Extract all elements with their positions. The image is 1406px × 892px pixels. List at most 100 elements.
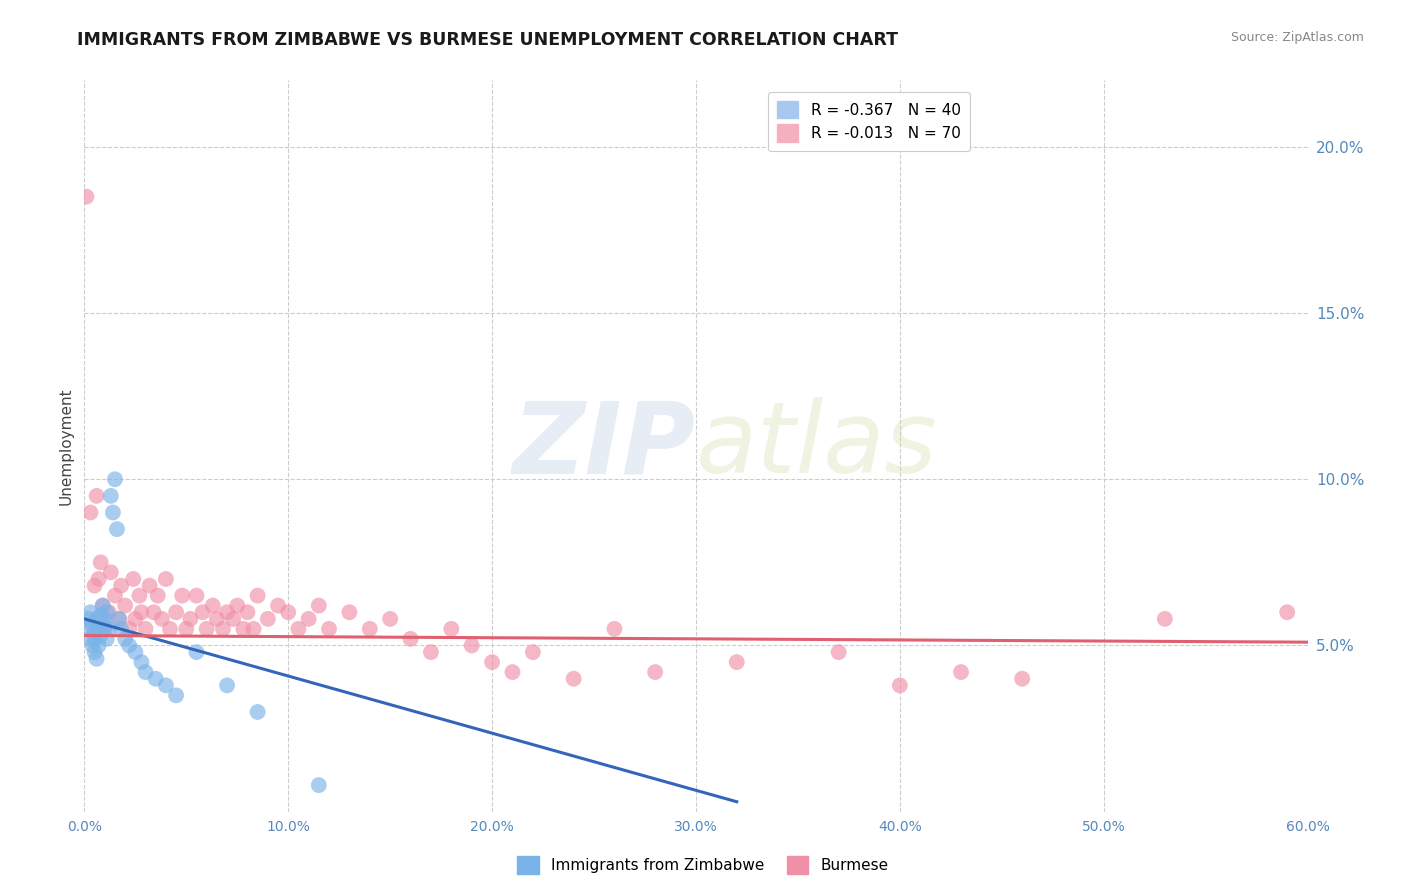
Point [236,605,259,619]
Point [79,605,101,619]
Point [131,655,153,669]
Point [201,599,224,613]
Point [226,599,249,613]
Point [339,605,361,619]
Y-axis label: Unemployment: Unemployment [58,387,73,505]
Point [114,599,136,613]
Point [246,589,269,603]
Point [267,599,290,613]
Point [257,612,280,626]
Point [100,566,122,580]
Point [205,612,228,626]
Point [212,622,235,636]
Point [277,605,299,619]
Point [195,622,218,636]
Point [950,665,973,679]
Legend: R = -0.367   N = 40, R = -0.013   N = 70: R = -0.367 N = 40, R = -0.013 N = 70 [768,92,970,152]
Point [96,605,118,619]
Point [90,628,112,642]
Point [86,652,108,666]
Point [1277,605,1299,619]
Point [122,572,145,586]
Point [217,678,239,692]
Point [165,689,187,703]
Point [91,599,114,613]
Point [91,622,114,636]
Point [90,608,112,623]
Point [131,605,153,619]
Point [142,605,165,619]
Point [87,572,110,586]
Point [308,599,330,613]
Point [82,639,104,653]
Text: atlas: atlas [696,398,938,494]
Point [179,612,201,626]
Point [77,612,100,626]
Point [90,555,112,569]
Point [87,639,110,653]
Point [1154,612,1177,626]
Text: ZIP: ZIP [513,398,696,494]
Point [75,189,97,203]
Point [146,589,169,603]
Point [318,622,340,636]
Point [86,612,108,626]
Point [155,678,177,692]
Text: IMMIGRANTS FROM ZIMBABWE VS BURMESE UNEMPLOYMENT CORRELATION CHART: IMMIGRANTS FROM ZIMBABWE VS BURMESE UNEM… [77,31,898,49]
Point [359,622,381,636]
Point [97,605,120,619]
Point [186,645,208,659]
Point [725,655,748,669]
Point [83,632,105,646]
Point [232,622,254,636]
Point [165,605,187,619]
Point [124,612,146,626]
Point [308,778,330,792]
Point [79,506,101,520]
Point [172,589,194,603]
Point [108,612,131,626]
Point [246,705,269,719]
Point [83,645,105,659]
Point [124,645,146,659]
Point [93,622,115,636]
Point [399,632,422,646]
Point [191,605,214,619]
Point [114,632,136,646]
Point [101,506,124,520]
Legend: Immigrants from Zimbabwe, Burmese: Immigrants from Zimbabwe, Burmese [510,850,896,880]
Point [97,622,120,636]
Point [86,489,108,503]
Point [104,472,127,486]
Point [828,645,851,659]
Point [135,622,157,636]
Point [110,579,132,593]
Point [105,522,128,536]
Point [82,618,104,632]
Text: Source: ZipAtlas.com: Source: ZipAtlas.com [1230,31,1364,45]
Point [104,589,127,603]
Point [145,672,167,686]
Point [79,632,101,646]
Point [100,489,122,503]
Point [481,655,503,669]
Point [159,622,181,636]
Point [420,645,443,659]
Point [522,645,544,659]
Point [135,665,157,679]
Point [93,612,115,626]
Point [1011,672,1033,686]
Point [108,612,131,626]
Point [150,612,173,626]
Point [155,572,177,586]
Point [128,589,150,603]
Point [91,599,114,613]
Point [83,579,105,593]
Point [222,612,245,626]
Point [110,622,132,636]
Point [502,665,524,679]
Point [562,672,585,686]
Point [889,678,911,692]
Point [380,612,402,626]
Point [75,622,97,636]
